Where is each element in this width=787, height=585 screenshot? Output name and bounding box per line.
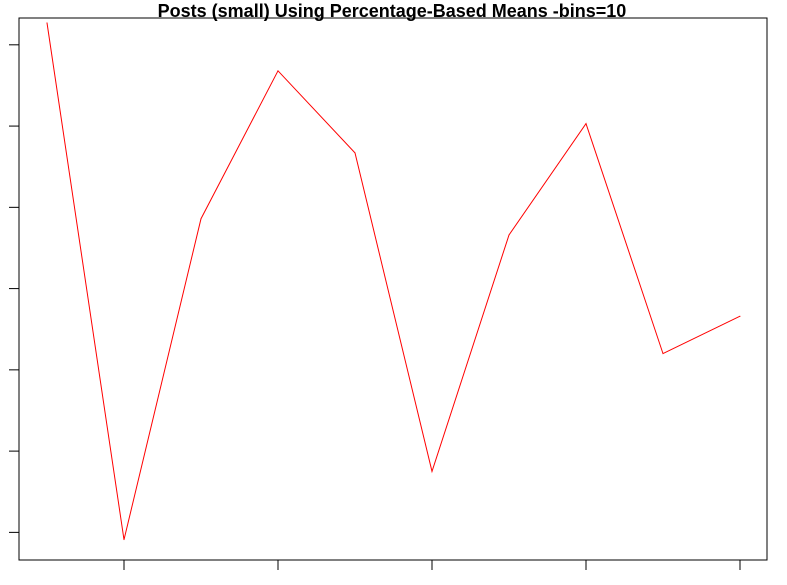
data-point-3	[200, 218, 202, 220]
data-point-8	[585, 123, 587, 125]
data-point-6	[431, 470, 433, 472]
data-point-5	[354, 152, 356, 154]
data-point-2	[123, 539, 125, 541]
x-axis	[123, 560, 741, 570]
series-layer	[46, 22, 741, 541]
plot-frame	[18, 17, 768, 561]
data-point-10	[739, 315, 741, 317]
y-axis	[9, 44, 19, 533]
data-point-9	[662, 353, 664, 355]
data-point-4	[277, 70, 279, 72]
data-point-7	[508, 234, 510, 236]
data-point-1	[46, 22, 48, 24]
chart-title: Posts (small) Using Percentage-Based Mea…	[158, 1, 627, 21]
series-line-posts-small	[46, 22, 741, 540]
